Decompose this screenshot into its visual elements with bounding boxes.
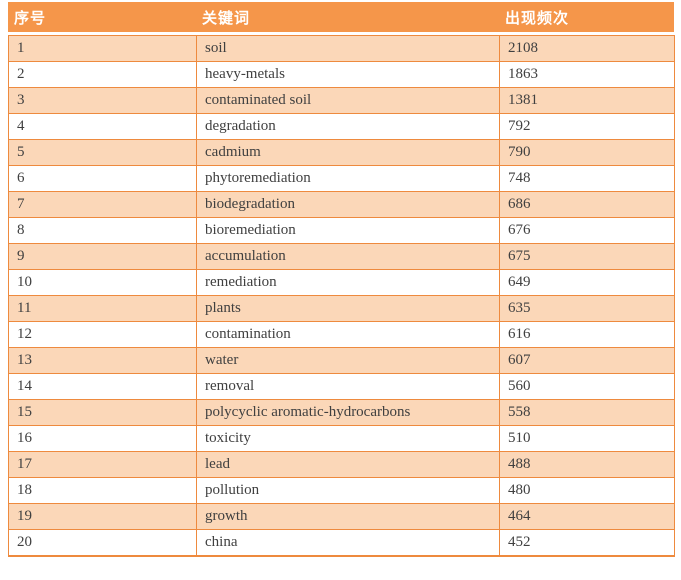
cell-frequency: 558: [499, 399, 675, 426]
cell-index: 10: [8, 269, 197, 296]
cell-index: 14: [8, 373, 197, 400]
table-row: 2 heavy-metals 1863: [8, 61, 675, 88]
cell-keyword: water: [196, 347, 500, 374]
cell-frequency: 452: [499, 529, 675, 556]
cell-keyword: lead: [196, 451, 500, 478]
cell-frequency: 607: [499, 347, 675, 374]
table-row: 15 polycyclic aromatic-hydrocarbons 558: [8, 399, 675, 426]
cell-keyword: phytoremediation: [196, 165, 500, 192]
cell-index: 19: [8, 503, 197, 530]
cell-index: 6: [8, 165, 197, 192]
table-row: 7 biodegradation 686: [8, 191, 675, 218]
cell-frequency: 510: [499, 425, 675, 452]
cell-index: 2: [8, 61, 197, 88]
table-row: 16 toxicity 510: [8, 425, 675, 452]
cell-frequency: 792: [499, 113, 675, 140]
cell-index: 8: [8, 217, 197, 244]
keyword-frequency-table: 序号 关键词 出现频次 1 soil 2108 2 heavy-metals 1…: [8, 2, 675, 557]
cell-keyword: soil: [196, 35, 500, 62]
table-body-grid: 1 soil 2108 2 heavy-metals 1863 3 contam…: [8, 35, 675, 557]
cell-index: 13: [8, 347, 197, 374]
cell-keyword: growth: [196, 503, 500, 530]
table-row: 3 contaminated soil 1381: [8, 87, 675, 114]
cell-keyword: bioremediation: [196, 217, 500, 244]
cell-frequency: 649: [499, 269, 675, 296]
cell-index: 4: [8, 113, 197, 140]
table-row: 8 bioremediation 676: [8, 217, 675, 244]
cell-index: 12: [8, 321, 197, 348]
table-row: 4 degradation 792: [8, 113, 675, 140]
table-row: 12 contamination 616: [8, 321, 675, 348]
cell-index: 16: [8, 425, 197, 452]
cell-frequency: 488: [499, 451, 675, 478]
cell-frequency: 464: [499, 503, 675, 530]
cell-keyword: biodegradation: [196, 191, 500, 218]
cell-keyword: contaminated soil: [196, 87, 500, 114]
table-row: 10 remediation 649: [8, 269, 675, 296]
cell-index: 5: [8, 139, 197, 166]
cell-index: 20: [8, 529, 197, 556]
cell-index: 11: [8, 295, 197, 322]
cell-keyword: china: [196, 529, 500, 556]
cell-index: 3: [8, 87, 197, 114]
cell-keyword: contamination: [196, 321, 500, 348]
table-row: 20 china 452: [8, 529, 675, 556]
cell-keyword: remediation: [196, 269, 500, 296]
table-body: 1 soil 2108 2 heavy-metals 1863 3 contam…: [8, 35, 675, 556]
cell-frequency: 635: [499, 295, 675, 322]
cell-frequency: 616: [499, 321, 675, 348]
cell-keyword: toxicity: [196, 425, 500, 452]
header-cell-index: 序号: [14, 9, 47, 27]
cell-keyword: pollution: [196, 477, 500, 504]
cell-index: 7: [8, 191, 197, 218]
table-header-row: 序号 关键词 出现频次: [8, 2, 674, 32]
table-row: 17 lead 488: [8, 451, 675, 478]
cell-keyword: accumulation: [196, 243, 500, 270]
table-row: 6 phytoremediation 748: [8, 165, 675, 192]
cell-frequency: 560: [499, 373, 675, 400]
header-cell-frequency: 出现频次: [505, 9, 570, 27]
cell-keyword: heavy-metals: [196, 61, 500, 88]
table-row: 1 soil 2108: [8, 35, 675, 62]
cell-index: 18: [8, 477, 197, 504]
cell-frequency: 480: [499, 477, 675, 504]
cell-frequency: 1381: [499, 87, 675, 114]
header-cell-keyword: 关键词: [202, 9, 251, 27]
cell-frequency: 790: [499, 139, 675, 166]
cell-frequency: 748: [499, 165, 675, 192]
cell-frequency: 1863: [499, 61, 675, 88]
cell-index: 1: [8, 35, 197, 62]
table-row: 13 water 607: [8, 347, 675, 374]
table-row: 5 cadmium 790: [8, 139, 675, 166]
cell-keyword: plants: [196, 295, 500, 322]
table-row: 11 plants 635: [8, 295, 675, 322]
cell-keyword: degradation: [196, 113, 500, 140]
cell-frequency: 676: [499, 217, 675, 244]
cell-keyword: polycyclic aromatic-hydrocarbons: [196, 399, 500, 426]
cell-frequency: 2108: [499, 35, 675, 62]
cell-keyword: removal: [196, 373, 500, 400]
cell-keyword: cadmium: [196, 139, 500, 166]
cell-index: 9: [8, 243, 197, 270]
cell-index: 17: [8, 451, 197, 478]
cell-frequency: 686: [499, 191, 675, 218]
table-row: 14 removal 560: [8, 373, 675, 400]
cell-index: 15: [8, 399, 197, 426]
table-row: 9 accumulation 675: [8, 243, 675, 270]
cell-frequency: 675: [499, 243, 675, 270]
table-row: 18 pollution 480: [8, 477, 675, 504]
table-row: 19 growth 464: [8, 503, 675, 530]
